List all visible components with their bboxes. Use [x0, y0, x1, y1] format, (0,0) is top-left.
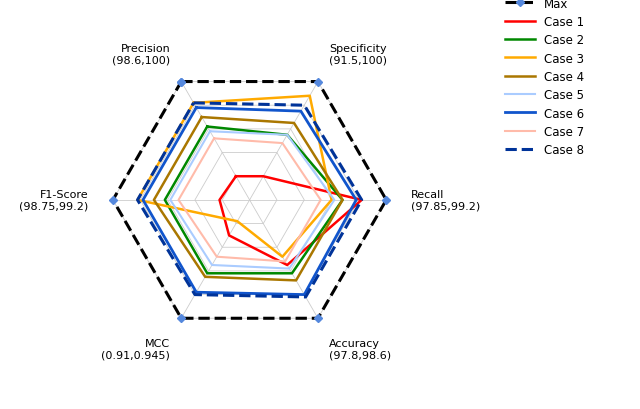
Text: F1-Score
(98.75,99.2): F1-Score (98.75,99.2)	[19, 190, 88, 211]
Text: Recall
(97.85,99.2): Recall (97.85,99.2)	[411, 190, 480, 211]
Text: Precision
(98.6,100): Precision (98.6,100)	[112, 44, 170, 66]
Text: MCC
(0.91,0.945): MCC (0.91,0.945)	[102, 338, 170, 359]
Legend: Max, Case 1, Case 2, Case 3, Case 4, Case 5, Case 6, Case 7, Case 8: Max, Case 1, Case 2, Case 3, Case 4, Cas…	[505, 0, 584, 157]
Text: Accuracy
(97.8,98.6): Accuracy (97.8,98.6)	[329, 338, 391, 359]
Text: Specificity
(91.5,100): Specificity (91.5,100)	[329, 44, 387, 66]
